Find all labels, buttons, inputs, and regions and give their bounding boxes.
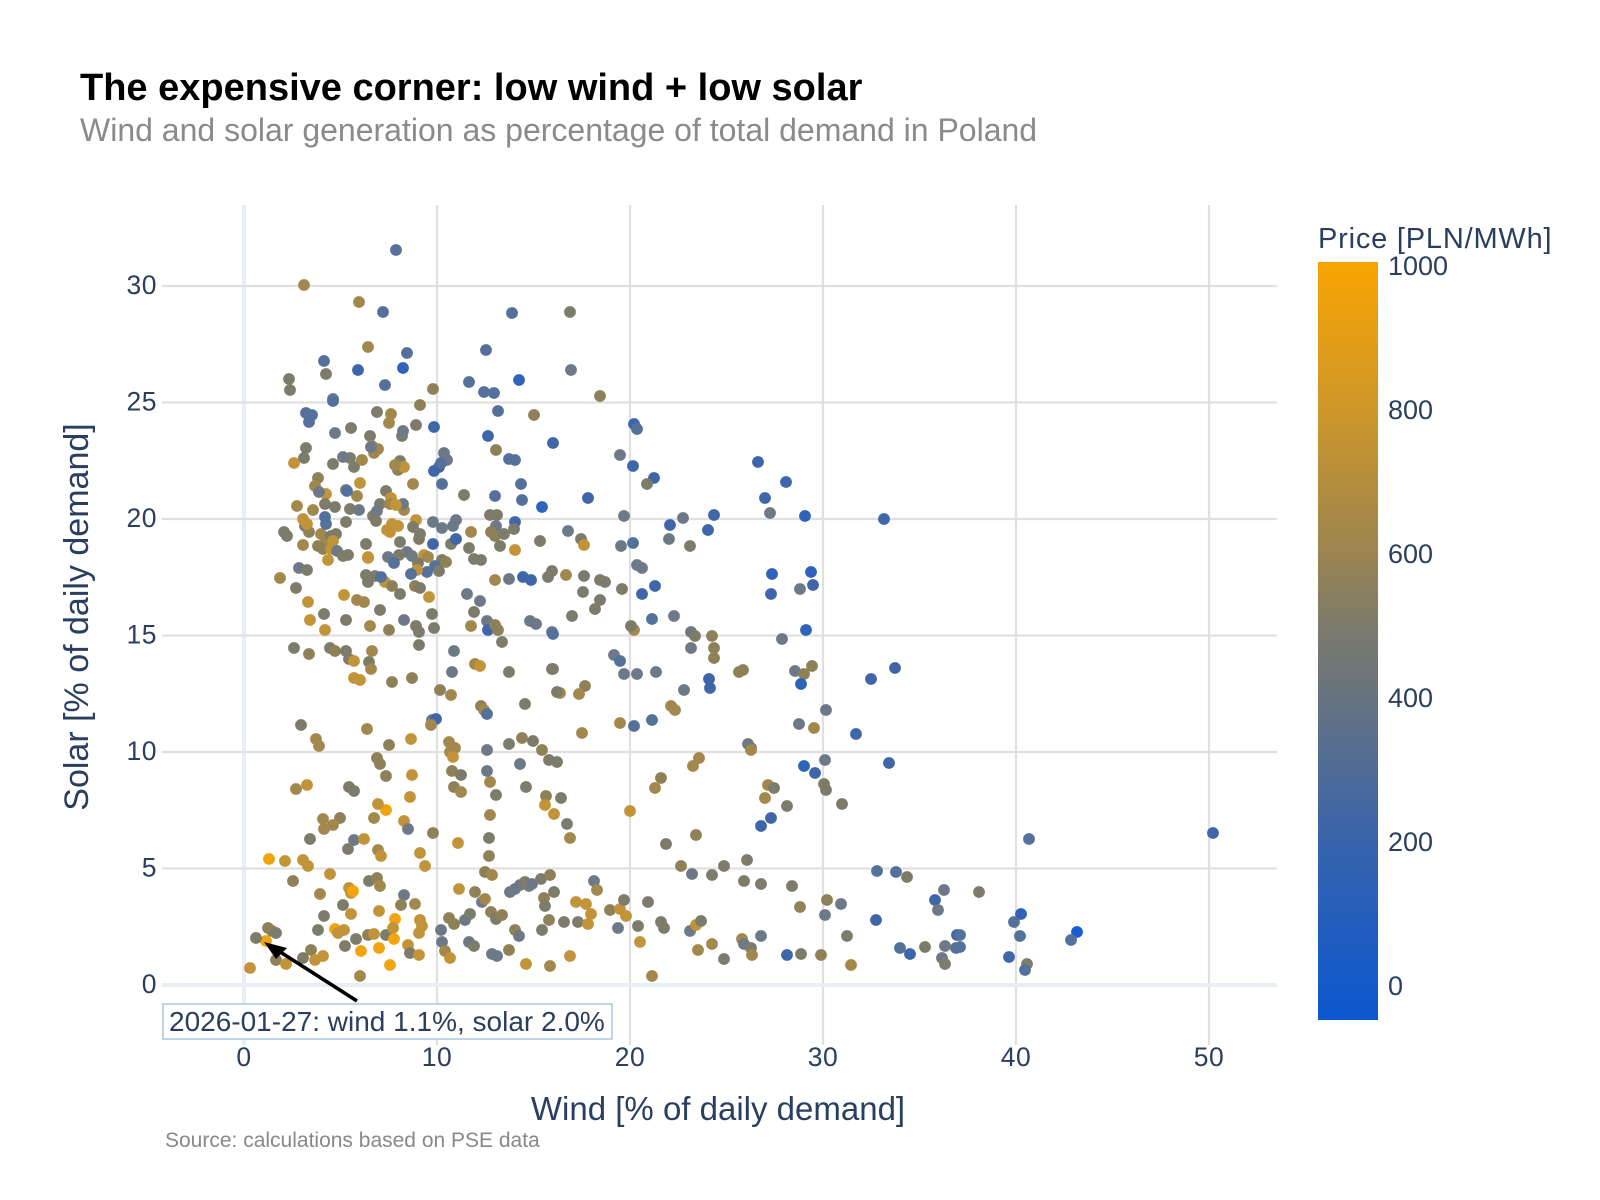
svg-text:600: 600 [1388, 539, 1433, 569]
svg-text:Price [PLN/MWh]: Price [PLN/MWh] [1318, 223, 1552, 255]
svg-text:25: 25 [127, 387, 157, 417]
svg-text:10: 10 [422, 1042, 452, 1072]
svg-text:30: 30 [808, 1042, 838, 1072]
svg-text:30: 30 [127, 270, 157, 300]
svg-text:800: 800 [1388, 395, 1433, 425]
svg-text:The expensive corner: low wind: The expensive corner: low wind + low sol… [80, 67, 863, 109]
svg-text:0: 0 [236, 1042, 251, 1072]
svg-text:Wind [% of daily demand]: Wind [% of daily demand] [531, 1090, 905, 1127]
svg-text:20: 20 [615, 1042, 645, 1072]
svg-text:20: 20 [127, 503, 157, 533]
svg-text:Wind and solar generation as p: Wind and solar generation as percentage … [80, 112, 1037, 148]
svg-text:200: 200 [1388, 827, 1433, 857]
svg-text:Source: calculations based on: Source: calculations based on PSE data [165, 1129, 540, 1152]
svg-text:2026-01-27: wind 1.1%, solar 2: 2026-01-27: wind 1.1%, solar 2.0% [169, 1006, 605, 1037]
svg-text:15: 15 [127, 620, 157, 650]
svg-text:0: 0 [1388, 971, 1403, 1001]
svg-text:40: 40 [1001, 1042, 1031, 1072]
svg-text:5: 5 [142, 853, 157, 883]
svg-text:10: 10 [127, 736, 157, 766]
svg-text:Solar [% of daily demand]: Solar [% of daily demand] [58, 423, 96, 810]
svg-text:1000: 1000 [1388, 251, 1448, 281]
svg-text:400: 400 [1388, 683, 1433, 713]
svg-text:0: 0 [142, 969, 157, 999]
svg-text:50: 50 [1194, 1042, 1224, 1072]
